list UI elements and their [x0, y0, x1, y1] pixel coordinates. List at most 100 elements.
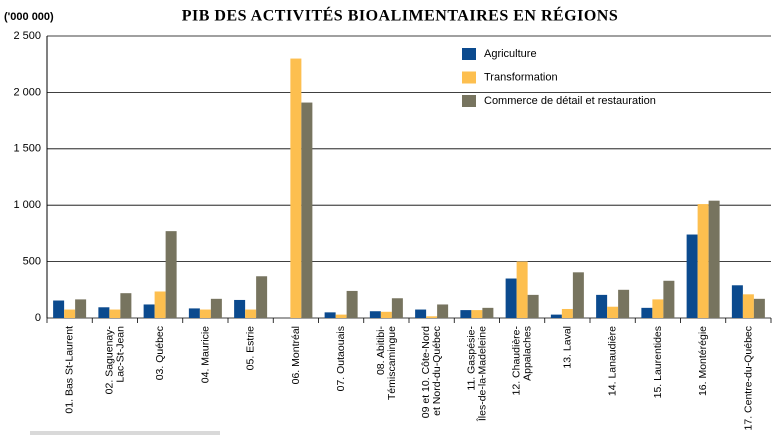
bar: [561, 308, 573, 318]
legend-swatch: [462, 71, 476, 84]
bar: [708, 200, 720, 318]
y-tick-label: 1 500: [13, 143, 41, 155]
bar: [369, 311, 381, 318]
x-tick-label-line: 02. Saguenay-: [103, 326, 115, 395]
legend-swatch: [462, 95, 476, 107]
bar: [607, 306, 619, 318]
x-tick-label-line: 11. Gaspésie-: [465, 326, 477, 391]
x-tick-label: 03. Québec: [154, 326, 166, 380]
bar: [742, 294, 754, 318]
bar: [380, 311, 392, 318]
x-tick-label-line: 03. Québec: [154, 326, 166, 380]
bar: [245, 309, 257, 318]
legend-label: Transformation: [484, 71, 558, 83]
x-tick-label: 01. Bas St-Laurent: [63, 326, 75, 414]
bar: [697, 204, 709, 318]
y-tick-label: 0: [35, 312, 41, 324]
x-tick-label-line: 06. Montréal: [290, 326, 302, 384]
bar: [391, 298, 403, 318]
x-tick-label: 05. Estrie: [244, 326, 256, 371]
bar: [234, 299, 246, 318]
bar: [505, 278, 517, 318]
x-tick-label-line: 15. Laurentides: [652, 326, 664, 398]
x-tick-label-line: 07. Outaouais: [335, 326, 347, 391]
x-tick-label-line: Appalaches: [521, 326, 533, 381]
bar: [165, 231, 177, 318]
x-tick-label: 15. Laurentides: [652, 326, 664, 398]
bar: [460, 310, 472, 318]
x-tick-label-line: Témiscamingue: [386, 326, 398, 400]
bar: [335, 314, 347, 318]
x-tick-label-line: 17. Centre-du-Québec: [742, 326, 754, 430]
bar: [98, 307, 110, 318]
bar: [199, 309, 211, 318]
bar: [437, 304, 449, 318]
x-tick-label-line: 14. Lanaudière: [606, 326, 618, 396]
legend-label: Agriculture: [484, 48, 537, 60]
bar: [143, 304, 155, 318]
x-tick-label-line: 13. Laval: [561, 326, 573, 369]
bar: [75, 299, 87, 318]
bar: [652, 299, 664, 318]
bar: [346, 290, 358, 318]
x-tick-label: 12. Chaudière-Appalaches: [510, 326, 533, 396]
x-tick-label: 09 et 10. Côte-Nordet Nord-du-Québec: [420, 326, 443, 418]
bar: [550, 314, 562, 318]
x-tick-label: 17. Centre-du-Québec: [742, 326, 754, 430]
bar: [301, 102, 313, 318]
x-tick-label-line: 16. Montérégie: [697, 326, 709, 396]
x-tick-label: 13. Laval: [561, 326, 573, 369]
bar: [154, 291, 166, 318]
legend-swatch: [462, 48, 476, 60]
x-tick-label: 14. Lanaudière: [606, 326, 618, 396]
chart-title: PIB DES ACTIVITÉS BIOALIMENTAIRES EN RÉG…: [182, 6, 618, 25]
x-tick-label: 16. Montérégie: [697, 326, 709, 396]
x-tick-label: 02. Saguenay-Lac-St-Jean: [103, 326, 126, 395]
bar: [753, 298, 765, 318]
bar: [426, 316, 438, 318]
bar: [120, 293, 132, 318]
x-tick-label-line: et Nord-du-Québec: [431, 326, 443, 416]
bar: [572, 272, 584, 318]
bar: [290, 58, 302, 319]
bar: [641, 307, 653, 318]
x-tick-label: 08. Abitibi-Témiscamingue: [375, 325, 398, 400]
bar: [527, 294, 539, 318]
bar: [482, 307, 494, 318]
bar: [471, 310, 483, 318]
x-tick-label-line: 05. Estrie: [244, 326, 256, 371]
bar: [516, 261, 528, 318]
x-tick-label: 04. Mauricie: [199, 326, 211, 383]
bar: [53, 300, 65, 318]
bar: [188, 308, 200, 318]
x-tick-label-line: Îles-de-la-Madeleine: [475, 326, 488, 422]
x-tick-label-line: 12. Chaudière-: [510, 326, 522, 396]
x-tick-label-line: 04. Mauricie: [199, 326, 211, 383]
bar: [596, 294, 608, 318]
bar: [618, 289, 630, 318]
y-unit-label: ('000 000): [4, 11, 54, 23]
legend-label: Commerce de détail et restauration: [484, 95, 656, 107]
x-tick-label: 07. Outaouais: [335, 326, 347, 391]
bar: [686, 234, 698, 318]
x-tick-label-line: 01. Bas St-Laurent: [63, 326, 75, 414]
bar: [415, 309, 427, 318]
bar: [109, 309, 121, 318]
x-tick-label-line: Lac-St-Jean: [114, 326, 126, 383]
bar: [731, 285, 743, 318]
decoration-bar: [30, 431, 220, 435]
bar: [256, 276, 268, 318]
y-tick-label: 500: [23, 256, 41, 268]
x-tick-label-line: 09 et 10. Côte-Nord: [420, 326, 432, 418]
y-tick-label: 2 000: [13, 86, 41, 98]
x-tick-label: 11. Gaspésie-Îles-de-la-Madeleine: [465, 326, 488, 423]
bar: [324, 312, 336, 318]
bar: [210, 298, 222, 318]
y-tick-label: 1 000: [13, 199, 41, 211]
bar: [64, 309, 76, 318]
x-tick-label-line: 08. Abitibi-: [375, 325, 387, 375]
y-tick-label: 2 500: [13, 30, 41, 42]
bar: [663, 280, 675, 318]
x-tick-label: 06. Montréal: [290, 326, 302, 384]
